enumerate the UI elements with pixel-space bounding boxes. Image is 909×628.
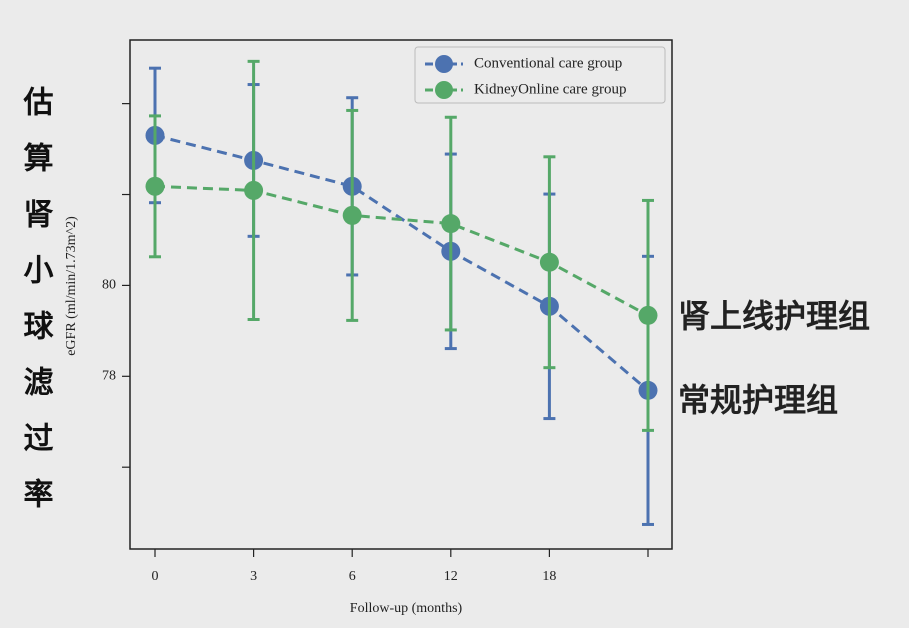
point xyxy=(244,180,264,200)
x-axis-label: Follow-up (months) xyxy=(350,601,463,616)
x-tick-label: 6 xyxy=(349,569,356,584)
legend-box xyxy=(414,46,666,104)
legend-label: KidneyOnline care group xyxy=(474,81,626,97)
series-line xyxy=(154,184,649,317)
point xyxy=(342,205,362,225)
annotation: 常规护理组 xyxy=(678,381,838,419)
legend-marker xyxy=(435,55,453,73)
point xyxy=(145,176,165,196)
point xyxy=(539,252,559,272)
point xyxy=(441,214,461,234)
y-tick-label: 78 xyxy=(102,369,116,384)
plot-frame xyxy=(129,39,673,550)
series-line xyxy=(154,133,649,392)
x-tick-label: 12 xyxy=(444,569,458,584)
point xyxy=(638,305,658,325)
y-tick-label: 80 xyxy=(102,278,116,293)
x-tick-label: 3 xyxy=(250,569,257,584)
x-tick-label: 0 xyxy=(152,569,159,584)
x-tick-label: 18 xyxy=(542,569,556,584)
side-title: 估算肾小球滤过率 xyxy=(18,86,55,534)
legend-label: Conventional care group xyxy=(474,55,622,71)
y-axis-label: eGFR (ml/min/1.73m^2) xyxy=(64,216,79,356)
annotation: 肾上线护理组 xyxy=(678,297,870,335)
legend-marker xyxy=(435,81,453,99)
